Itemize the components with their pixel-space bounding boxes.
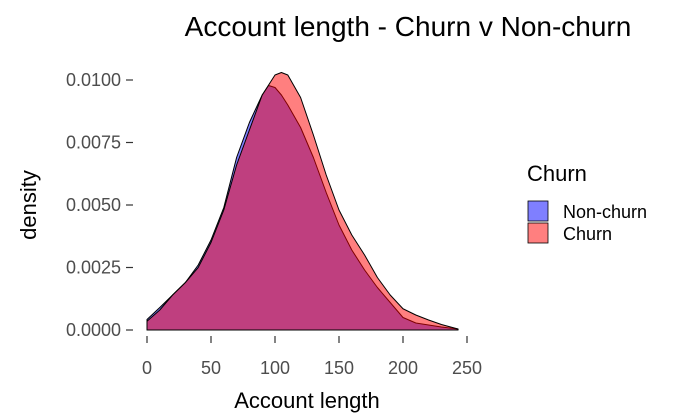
x-tick-label: 250	[452, 358, 482, 378]
x-tick-label: 50	[201, 358, 221, 378]
x-tick-label: 150	[324, 358, 354, 378]
y-axis: 0.0000 0.0025 0.0050 0.0075 0.0100	[66, 70, 133, 340]
y-tick-label: 0.0000	[66, 320, 121, 340]
chart-title: Account length - Churn v Non-churn	[185, 11, 632, 42]
x-tick-label: 200	[388, 358, 418, 378]
y-axis-label: density	[16, 170, 41, 240]
x-tick-label: 100	[260, 358, 290, 378]
x-axis-label: Account length	[234, 388, 380, 413]
x-axis: 0 50 100 150 200 250	[142, 336, 482, 378]
y-tick-label: 0.0100	[66, 70, 121, 90]
legend-label-churn: Churn	[563, 224, 612, 244]
y-tick-label: 0.0025	[66, 258, 121, 278]
plot-area	[146, 72, 459, 331]
legend-key-churn	[527, 222, 549, 244]
density-area-churn	[146, 72, 459, 331]
legend-title: Churn	[527, 161, 587, 186]
legend-label-non-churn: Non-churn	[563, 202, 647, 222]
x-tick-label: 0	[142, 358, 152, 378]
y-tick-label: 0.0050	[66, 195, 121, 215]
legend-key-non-churn	[527, 200, 549, 222]
y-tick-label: 0.0075	[66, 133, 121, 153]
